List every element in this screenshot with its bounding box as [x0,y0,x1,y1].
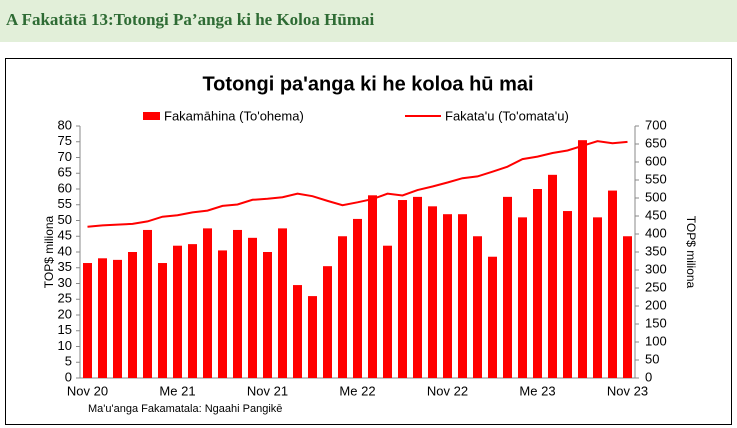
bar [443,214,452,378]
header: A Fakatātā 13:Totongi Pa’anga ki he Kolo… [0,0,737,42]
x-tick-label: Nov 20 [67,383,108,398]
y-tick-label: 70 [58,149,72,164]
y2-tick-label: 700 [645,117,667,132]
y2-tick-label: 300 [645,261,667,276]
y2-tick-label: 200 [645,297,667,312]
y2-tick-label: 650 [645,135,667,150]
y-tick-label: 50 [58,212,72,227]
bar [278,228,287,378]
y-tick-label: 10 [58,338,72,353]
y2-tick-label: 50 [645,351,659,366]
bar [518,217,527,378]
bar [413,196,422,378]
y-tick-label: 80 [58,117,72,132]
y-tick-label: 25 [58,291,72,306]
y2-tick-label: 150 [645,315,667,330]
y-axis-title: TOP$ miliona [42,215,56,288]
x-tick-label: Me 21 [159,383,195,398]
bar [248,237,257,378]
bar [458,214,467,378]
y2-tick-label: 400 [645,225,667,240]
bar [593,217,602,378]
bar [83,263,92,378]
bar [563,211,572,378]
x-tick-label: Me 23 [519,383,555,398]
y2-tick-label: 600 [645,153,667,168]
bar [293,285,302,378]
y-tick-label: 15 [58,322,72,337]
header-title: A Fakatātā 13:Totongi Pa’anga ki he Kolo… [6,10,375,29]
bar [218,250,227,378]
line [87,140,628,228]
y2-axis-title: TOP$ miliona [684,216,698,289]
bar [353,218,362,378]
legend-swatch [143,112,160,120]
source: Ma'u'anga Fakamatala: Ngaahi Pangikē [88,403,282,415]
y-tick-label: 55 [58,196,72,211]
bar [98,258,107,378]
bar [323,266,332,378]
bar [473,236,482,378]
bar [428,206,437,378]
bar [623,236,632,378]
bar [503,196,512,378]
y-tick-label: 45 [58,228,72,243]
bar [188,244,197,378]
y2-tick-label: 100 [645,333,667,348]
y2-tick-label: 250 [645,279,667,294]
bar [308,296,317,378]
bar [158,263,167,378]
bar [533,189,542,378]
x-tick-label: Me 22 [339,383,375,398]
bar [398,200,407,378]
bar [173,245,182,378]
bar [338,236,347,378]
y2-tick-label: 500 [645,189,667,204]
chart-title: Totongi pa'anga ki he koloa hū mai [202,73,533,95]
bar [548,174,557,378]
y2-tick-label: 0 [645,369,652,384]
y-tick-label: 0 [65,369,72,384]
bar [368,195,377,378]
y-tick-label: 60 [58,180,72,195]
legend-label: Fakamāhina (To'ohema) [164,108,304,123]
x-tick-label: Nov 21 [247,383,288,398]
bar [608,190,617,378]
y-tick-label: 40 [58,243,72,258]
bar [113,259,122,378]
y-tick-label: 35 [58,259,72,274]
x-tick-label: Nov 22 [427,383,468,398]
y2-tick-label: 550 [645,171,667,186]
y2-tick-label: 450 [645,207,667,222]
y-tick-label: 75 [58,133,72,148]
bar [233,229,242,378]
y-tick-label: 30 [58,275,72,290]
y2-tick-label: 350 [645,243,667,258]
y-tick-label: 20 [58,306,72,321]
bar [578,140,587,378]
bar [488,256,497,378]
bar [128,252,137,378]
bar [383,245,392,378]
bar [203,228,212,378]
y-tick-label: 5 [65,354,72,369]
x-tick-label: Nov 23 [607,383,648,398]
bar [143,229,152,378]
legend-label: Fakata'u (To'omata'u) [445,108,569,123]
bar [263,252,272,378]
y-tick-label: 65 [58,165,72,180]
